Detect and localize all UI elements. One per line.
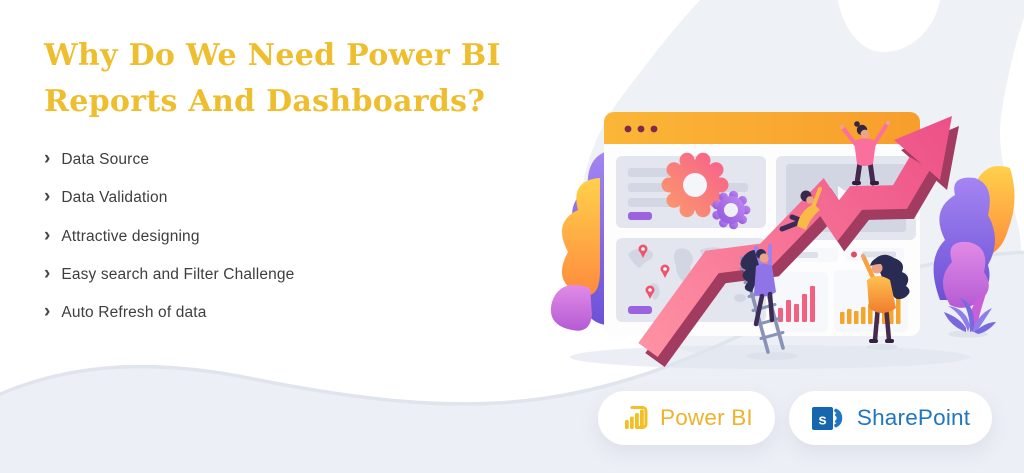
bar-chart-pink: [772, 272, 828, 332]
sharepoint-label: SharePoint: [856, 405, 971, 430]
list-item-label: Attractive designing: [61, 227, 200, 245]
list-item-label: Data Source: [61, 151, 150, 169]
sharepoint-badge: s SharePoint: [788, 391, 993, 445]
person-ladder-climber: [740, 244, 776, 327]
page-title: Why Do We Need Power BI Reports And Dash…: [44, 33, 544, 125]
powerbi-badge: Power BI: [598, 391, 775, 445]
map-pin-icons: [638, 244, 670, 299]
chevron-right-icon: ›: [44, 186, 51, 208]
person-slope-climber: [779, 187, 822, 232]
decor-blobs-right: [933, 166, 1015, 308]
feature-list: › Data Source › Data Validation › Attrac…: [44, 141, 504, 332]
powerbi-logo-icon: [625, 406, 648, 429]
growth-arrow: [638, 116, 959, 368]
list-item-label: Data Validation: [61, 189, 168, 207]
person-standing: [860, 253, 910, 343]
logo-badges: Power BI s SharePoint: [598, 391, 993, 445]
decor-blobs-left: [550, 150, 612, 331]
gear-icon-small: [712, 190, 751, 230]
list-item-label: Auto Refresh of data: [61, 304, 207, 322]
gear-icon-large: [661, 152, 729, 218]
chevron-right-icon: ›: [44, 301, 51, 323]
list-item: › Data Source: [44, 141, 504, 179]
browser-titlebar: [604, 112, 920, 144]
list-item: › Data Validation: [44, 179, 504, 217]
list-item: › Attractive designing: [44, 218, 504, 256]
chevron-right-icon: ›: [44, 148, 51, 170]
browser-dots-icon: [624, 125, 658, 133]
powerbi-label: Power BI: [660, 405, 753, 430]
plant: [944, 293, 996, 334]
sharepoint-logo-icon: s: [811, 407, 843, 430]
chevron-right-icon: ›: [44, 263, 51, 285]
title-line-2: Reports And Dashboards?: [44, 84, 486, 119]
svg-text:s: s: [818, 412, 826, 429]
heart-icon: [851, 251, 857, 258]
title-line-1: Why Do We Need Power BI: [44, 38, 501, 73]
chevron-right-icon: ›: [44, 224, 51, 246]
list-item-label: Easy search and Filter Challenge: [61, 266, 295, 284]
list-item: › Auto Refresh of data: [44, 294, 504, 332]
person-celebrating: [839, 120, 891, 186]
list-item: › Easy search and Filter Challenge: [44, 256, 504, 294]
